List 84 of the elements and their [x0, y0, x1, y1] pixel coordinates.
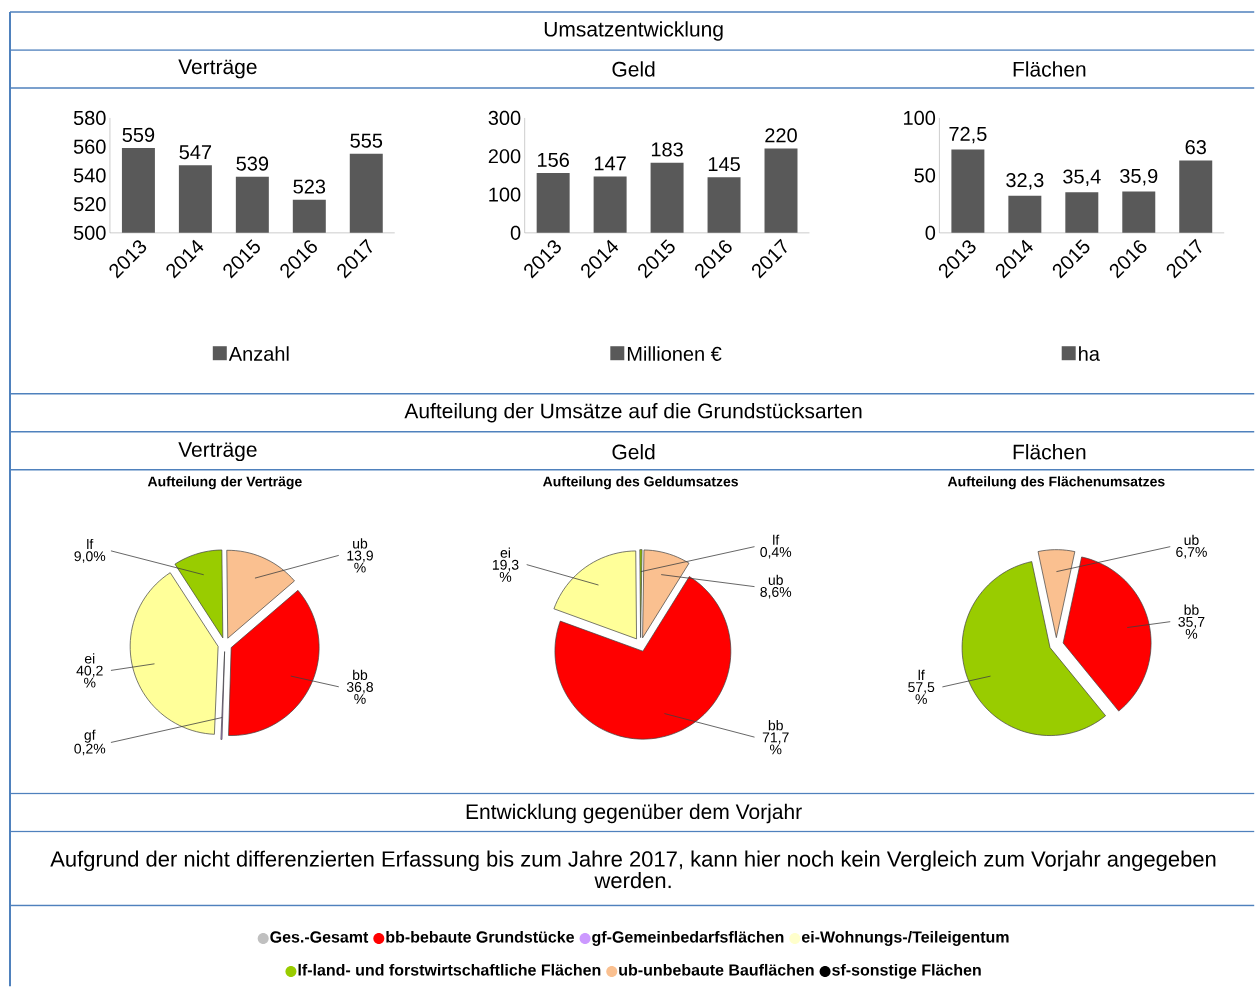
y-tick-label: 500	[73, 225, 106, 240]
data-label: 156	[538, 152, 569, 167]
chart-title: Geld	[612, 443, 655, 460]
data-label: 19,3 %	[492, 559, 519, 582]
legend-label: Millionen €	[627, 346, 722, 361]
chart-title: Verträge	[178, 442, 257, 461]
bar	[650, 162, 684, 233]
slice-label: ub	[353, 538, 368, 549]
slice-label: lf	[773, 534, 780, 545]
data-label: 72,5	[949, 126, 987, 144]
bar	[593, 176, 627, 233]
text: Umsatzentwicklung	[544, 21, 723, 41]
text: Aufteilung der Umsätze auf die Grundstücksarten	[404, 402, 862, 423]
data-label: 559	[122, 127, 155, 142]
legend-label: ha	[1079, 346, 1100, 361]
chart-subtitle: Aufteilung des Geldumsatzes	[542, 475, 738, 490]
slice-label: ei	[84, 653, 95, 664]
y-tick-label: 200	[488, 149, 521, 164]
y-tick-label: 100	[904, 110, 936, 125]
data-label: 147	[594, 156, 626, 171]
category-label: Ges.-Gesamt	[270, 931, 369, 943]
bar	[707, 177, 741, 233]
data-label: 523	[293, 179, 326, 194]
text: Entwicklung gegenüber dem Vorjahr	[466, 803, 802, 824]
y-tick-label: 0	[510, 225, 521, 240]
y-tick-label: 50	[914, 168, 936, 183]
data-label: 539	[236, 156, 269, 171]
y-tick-label: 100	[489, 187, 521, 202]
y-tick-label: 560	[73, 139, 106, 154]
chart-subtitle: Aufteilung der Verträge	[147, 475, 302, 490]
bar	[1008, 195, 1042, 233]
category-label: sf-sonstige Flächen	[832, 963, 981, 979]
chart-title: Flächen	[1013, 61, 1086, 77]
data-label: 555	[350, 133, 383, 148]
category-label: gf-Gemeinbedarfsflächen	[592, 930, 784, 946]
text: Aufgrund der nicht differenzierten Erfassung bis zum Jahre 2017, kann hier noch kein Vergleich zum Vorjahr angegeben werden.	[50, 850, 1216, 889]
category-label: ub-unbebaute Bauflächen	[619, 963, 814, 976]
slice-label: bb	[353, 669, 368, 680]
data-label: 13,9 %	[347, 550, 373, 573]
bar	[1122, 191, 1156, 233]
data-label: 8,6%	[760, 586, 792, 599]
data-label: 547	[179, 145, 212, 159]
bar	[536, 172, 570, 233]
slice-label: lf	[87, 538, 94, 549]
chart-title: Flächen	[1013, 443, 1086, 460]
data-label: 35,4	[1063, 169, 1101, 186]
bar	[951, 149, 985, 233]
chart-subtitle: Aufteilung des Flächenumsatzes	[947, 475, 1165, 490]
data-label: 36,8 %	[346, 681, 373, 704]
data-label: 71,7 %	[762, 732, 789, 755]
chart-title: Geld	[612, 61, 655, 77]
data-label: 145	[708, 157, 740, 171]
category-label: ei-Wohnungs-/Teileigentum	[801, 930, 1009, 946]
slice-label: ub	[1184, 534, 1199, 545]
data-label: 35,9	[1120, 168, 1158, 186]
y-tick-label: 540	[73, 168, 106, 183]
slice-label: gf	[84, 729, 96, 743]
category-label: lf-land- und forstwirtschaftliche Flächen	[298, 963, 601, 976]
data-label: 57,5 %	[908, 682, 935, 704]
data-label: 183	[651, 142, 683, 157]
slice-label: lf	[918, 669, 925, 680]
slice-label: ei	[500, 547, 510, 558]
slice-label: bb	[768, 719, 783, 731]
data-label: 220	[765, 128, 797, 143]
y-tick-label: 580	[73, 110, 106, 125]
data-label: 9,0%	[74, 551, 106, 563]
data-label: 63	[1185, 139, 1206, 155]
category-label: bb-bebaute Grundstücke	[386, 930, 574, 943]
bar	[1065, 192, 1099, 233]
data-label: 35,7 %	[1178, 616, 1205, 639]
legend-label: Anzahl	[228, 346, 289, 361]
slice-label: bb	[1184, 604, 1199, 615]
bar	[764, 148, 798, 233]
y-tick-label: 300	[488, 110, 521, 125]
slice-label: ub	[768, 574, 783, 585]
data-label: 6,7%	[1176, 546, 1207, 559]
y-tick-label: 0	[925, 225, 936, 240]
data-label: 32,3	[1006, 172, 1044, 190]
data-label: 0,4%	[760, 546, 792, 559]
y-tick-label: 520	[73, 196, 106, 212]
chart-title: Verträge	[178, 59, 257, 79]
data-label: 0,2%	[74, 743, 106, 756]
bar	[1179, 160, 1213, 233]
data-label: 40,2 %	[76, 665, 103, 688]
